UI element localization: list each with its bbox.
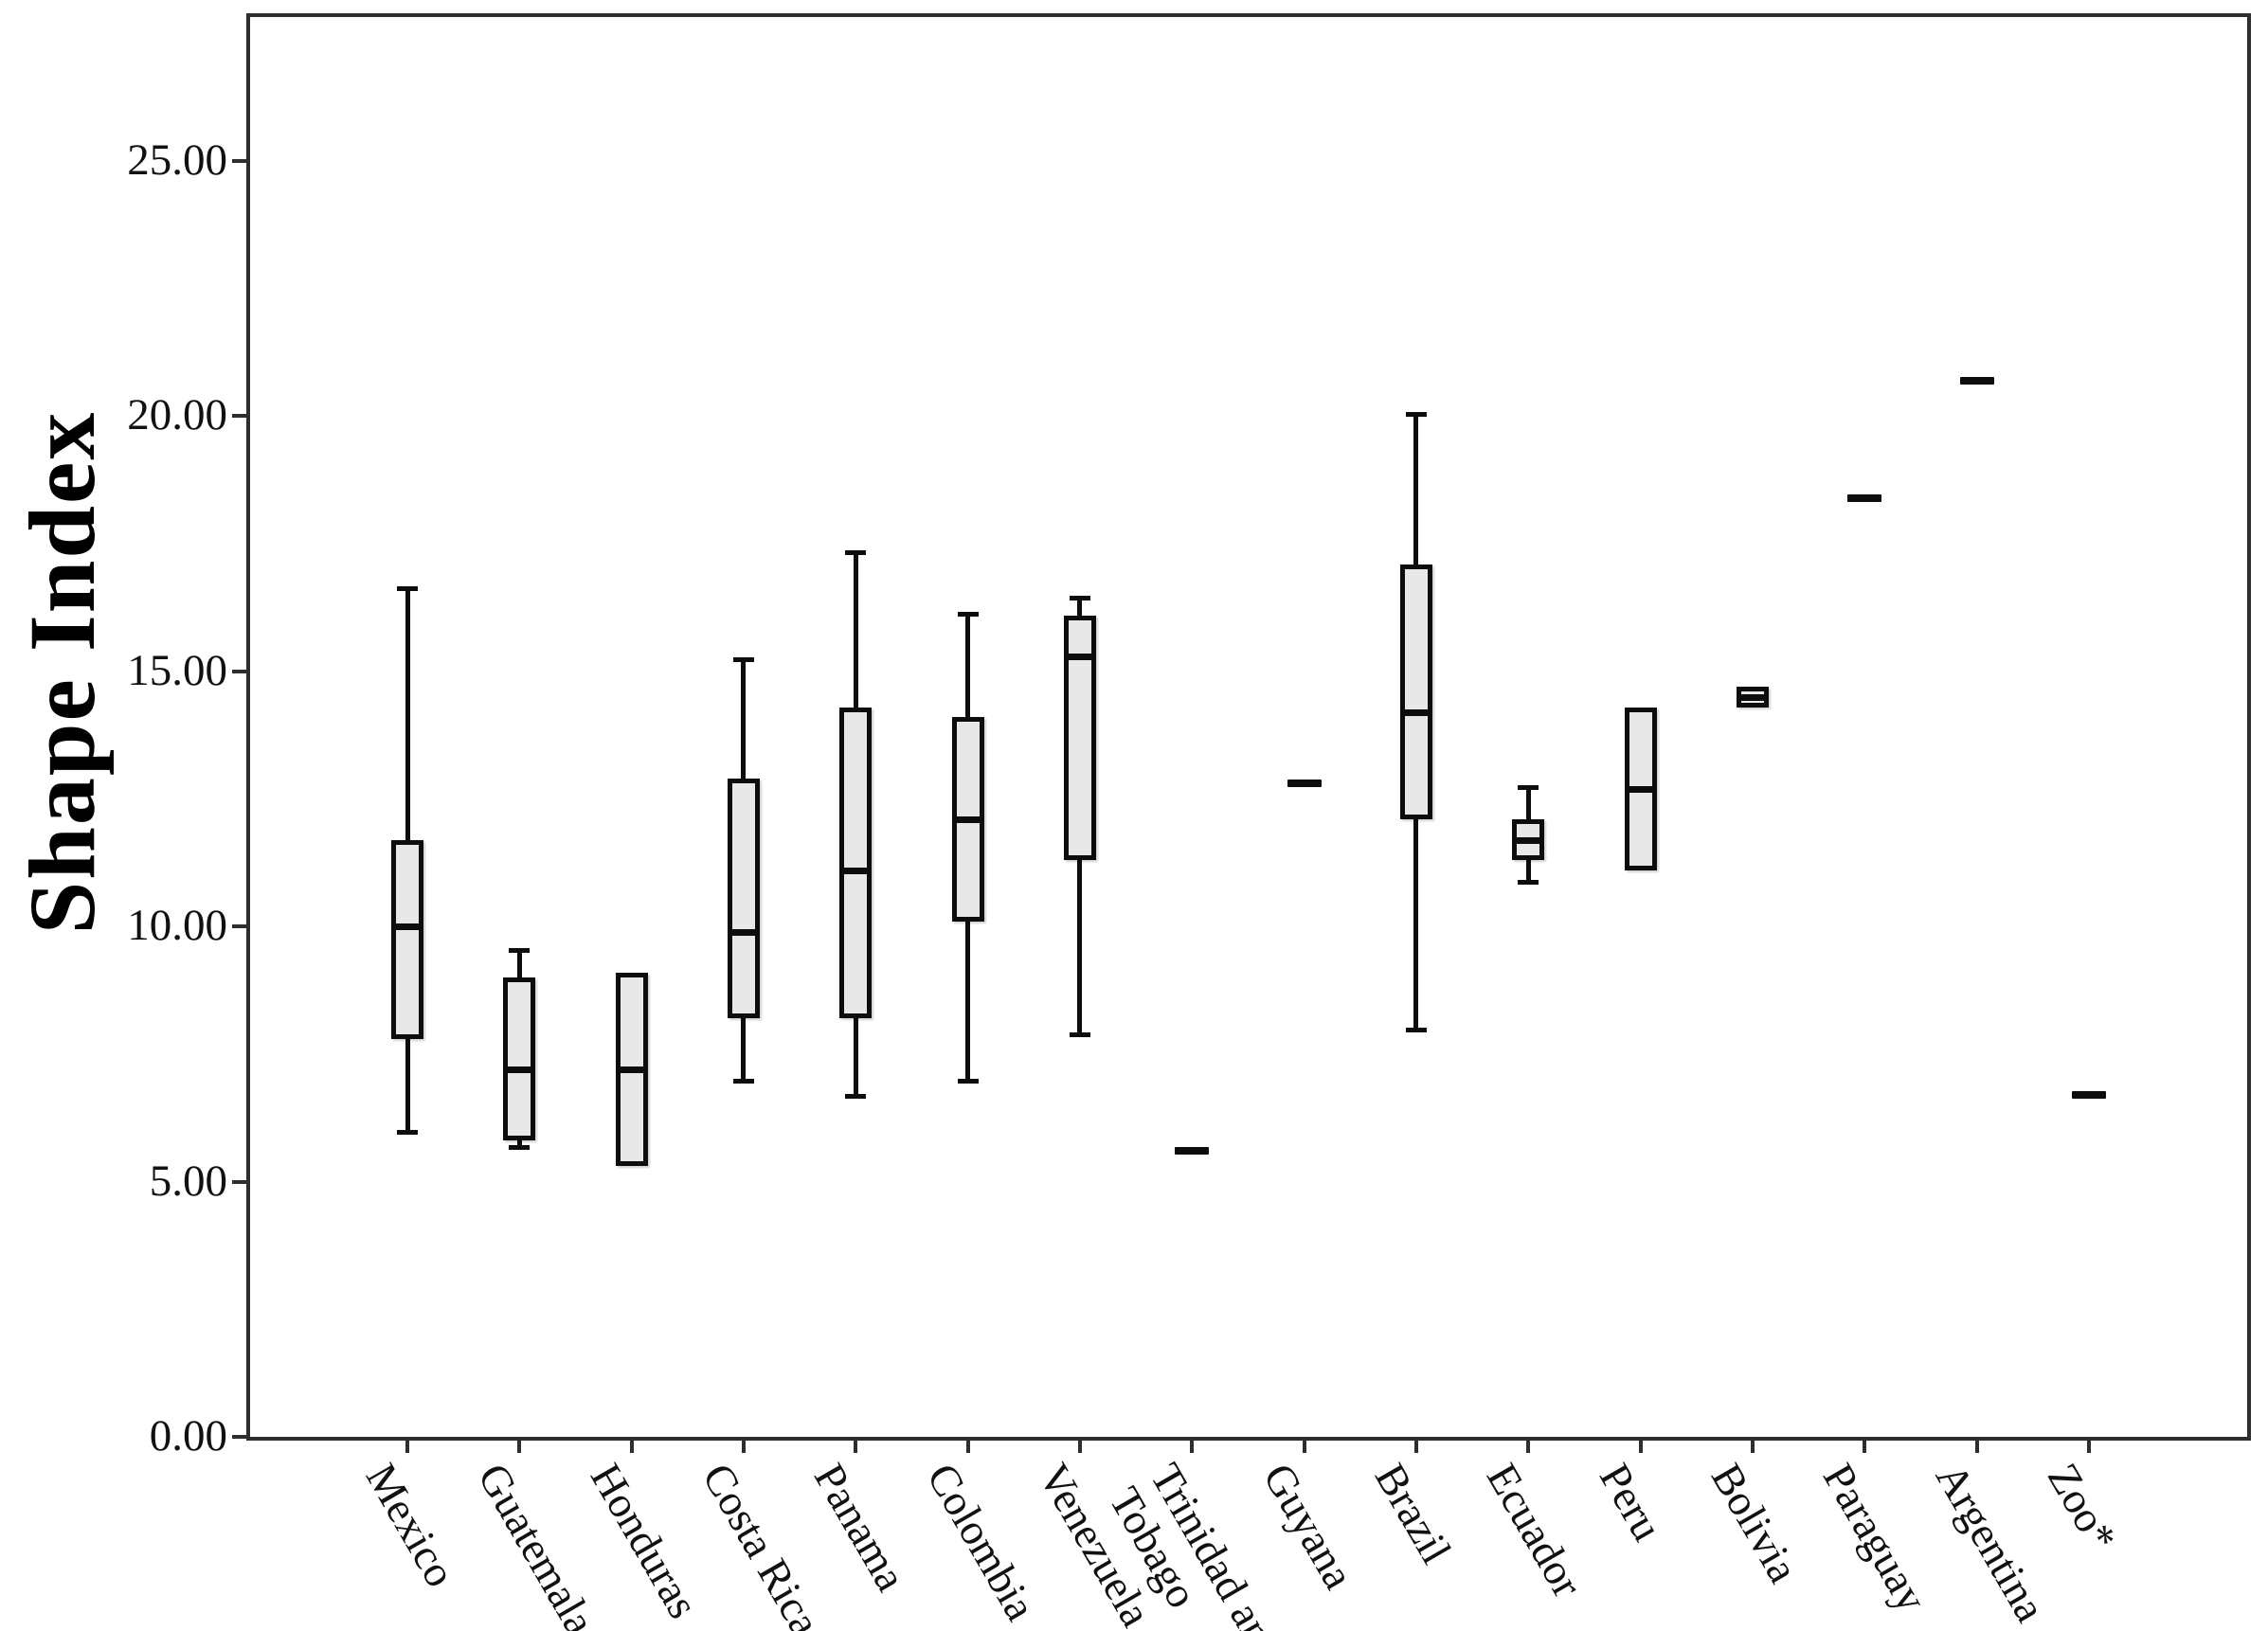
x-tick-mark-trinidad-and-tobago xyxy=(1190,1439,1195,1453)
median-line-mexico xyxy=(391,923,423,931)
lower-whisker-mexico xyxy=(405,1038,410,1131)
upper-whisker-cap-panama xyxy=(845,549,867,555)
x-category-label-ecuador: Ecuador xyxy=(1477,1455,1593,1605)
box-panama xyxy=(839,707,873,1019)
median-dash-paraguay xyxy=(1847,493,1882,502)
x-category-label-brazil: Brazil xyxy=(1365,1455,1462,1572)
y-tick-mark xyxy=(232,924,246,929)
y-tick-mark xyxy=(232,669,246,673)
box-mexico xyxy=(391,839,423,1039)
median-dash-zoo xyxy=(2071,1091,2106,1099)
box-costa-rica xyxy=(727,778,760,1019)
lower-whisker-cap-brazil xyxy=(1405,1027,1427,1032)
x-category-label-zoo: Zoo* xyxy=(2038,1455,2127,1560)
box-venezuela xyxy=(1063,615,1096,861)
lower-whisker-cap-venezuela xyxy=(1069,1032,1090,1038)
y-tick-label: 0.00 xyxy=(149,1411,227,1461)
upper-whisker-cap-brazil xyxy=(1405,412,1427,418)
x-tick-mark-honduras xyxy=(629,1439,634,1453)
lower-whisker-cap-guatemala xyxy=(509,1144,531,1150)
y-tick-label: 5.00 xyxy=(149,1156,227,1206)
upper-whisker-cap-colombia xyxy=(957,611,979,617)
lower-whisker-costa-rica xyxy=(741,1018,747,1080)
x-tick-mark-peru xyxy=(1638,1439,1643,1453)
x-category-label-colombia: Colombia xyxy=(917,1455,1046,1629)
median-line-bolivia xyxy=(1736,693,1769,701)
x-tick-mark-bolivia xyxy=(1750,1439,1755,1453)
x-tick-mark-venezuela xyxy=(1077,1439,1082,1453)
median-line-honduras xyxy=(615,1066,648,1074)
x-category-label-honduras: Honduras xyxy=(581,1455,708,1626)
y-tick-label: 25.00 xyxy=(127,135,227,185)
x-tick-mark-argentina xyxy=(1974,1439,1979,1453)
median-line-costa-rica xyxy=(727,928,760,936)
upper-whisker-costa-rica xyxy=(741,661,747,779)
lower-whisker-cap-panama xyxy=(845,1094,867,1099)
upper-whisker-ecuador xyxy=(1525,788,1531,820)
x-category-label-mexico: Mexico xyxy=(356,1455,466,1595)
x-tick-mark-colombia xyxy=(965,1439,970,1453)
y-tick-label: 10.00 xyxy=(127,901,227,951)
upper-whisker-guatemala xyxy=(516,952,522,978)
lower-whisker-cap-colombia xyxy=(957,1078,979,1084)
median-line-colombia xyxy=(951,816,984,824)
lower-whisker-cap-costa-rica xyxy=(732,1078,754,1084)
lower-whisker-brazil xyxy=(1413,819,1419,1029)
x-category-label-bolivia: Bolivia xyxy=(1701,1455,1809,1591)
lower-whisker-guatemala xyxy=(516,1140,522,1146)
box-guatemala xyxy=(503,977,536,1141)
y-tick-mark xyxy=(232,1435,246,1439)
upper-whisker-panama xyxy=(853,553,858,708)
upper-whisker-colombia xyxy=(965,615,971,718)
upper-whisker-brazil xyxy=(1413,416,1419,565)
x-tick-mark-zoo xyxy=(2086,1439,2091,1453)
median-line-ecuador xyxy=(1512,836,1545,844)
upper-whisker-cap-venezuela xyxy=(1069,596,1090,601)
upper-whisker-cap-ecuador xyxy=(1518,784,1539,790)
plot-area-frame xyxy=(246,13,2251,1441)
x-tick-mark-paraguay xyxy=(1863,1439,1867,1453)
lower-whisker-cap-mexico xyxy=(397,1129,418,1135)
x-tick-mark-guyana xyxy=(1302,1439,1306,1453)
median-line-brazil xyxy=(1399,708,1432,716)
x-category-label-guyana: Guyana xyxy=(1253,1455,1364,1597)
x-category-label-argentina: Argentina xyxy=(1926,1455,2056,1630)
median-dash-guyana xyxy=(1287,780,1322,788)
x-tick-mark-panama xyxy=(854,1439,858,1453)
upper-whisker-venezuela xyxy=(1077,600,1083,616)
lower-whisker-panama xyxy=(853,1018,858,1095)
median-dash-argentina xyxy=(1959,376,1994,385)
y-tick-label: 15.00 xyxy=(127,645,227,695)
median-line-panama xyxy=(839,867,873,874)
x-tick-mark-costa-rica xyxy=(741,1439,746,1453)
y-tick-mark xyxy=(232,159,246,163)
y-tick-mark xyxy=(232,1179,246,1184)
upper-whisker-cap-costa-rica xyxy=(732,657,754,663)
x-category-label-panama: Panama xyxy=(805,1455,916,1600)
lower-whisker-ecuador xyxy=(1525,860,1531,881)
box-brazil xyxy=(1399,564,1432,820)
x-tick-mark-ecuador xyxy=(1526,1439,1531,1453)
upper-whisker-cap-mexico xyxy=(397,585,418,591)
x-category-label-peru: Peru xyxy=(1590,1455,1672,1550)
x-tick-mark-brazil xyxy=(1413,1439,1418,1453)
y-tick-label: 20.00 xyxy=(127,390,227,440)
median-line-peru xyxy=(1624,785,1657,793)
median-line-guatemala xyxy=(503,1066,536,1074)
upper-whisker-mexico xyxy=(405,589,410,840)
median-dash-trinidad-and-tobago xyxy=(1175,1147,1210,1156)
x-tick-mark-mexico xyxy=(405,1439,409,1453)
lower-whisker-cap-ecuador xyxy=(1518,879,1539,885)
median-line-venezuela xyxy=(1063,653,1096,660)
upper-whisker-cap-guatemala xyxy=(509,948,531,954)
lower-whisker-venezuela xyxy=(1077,860,1083,1034)
x-tick-mark-guatemala xyxy=(517,1439,522,1453)
y-tick-mark xyxy=(232,414,246,419)
lower-whisker-colombia xyxy=(965,921,971,1080)
x-category-label-paraguay: Paraguay xyxy=(1813,1455,1937,1621)
